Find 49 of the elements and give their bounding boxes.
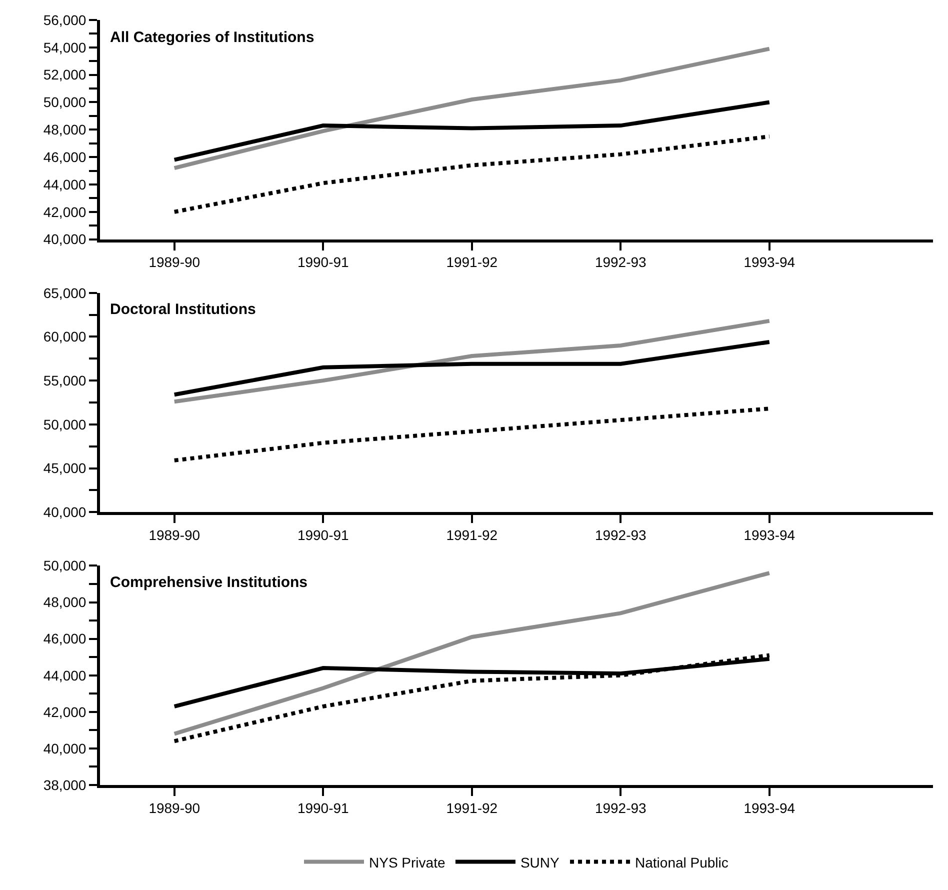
- x-tick-label: 1989-90: [148, 254, 200, 270]
- y-tick-label: 50,000: [43, 558, 86, 574]
- line-series: [172, 100, 772, 162]
- line-series: [172, 134, 772, 214]
- x-tick-label: 1992-93: [594, 526, 647, 543]
- y-tick-label: 50,000: [43, 94, 86, 110]
- x-tick-label: 1993-94: [744, 254, 796, 270]
- y-tick-label: 48,000: [43, 122, 86, 138]
- y-tick-label: 46,000: [43, 148, 86, 165]
- y-tick-label: 40,000: [43, 740, 86, 756]
- x-tick-label: 1993-94: [744, 526, 796, 543]
- y-tick-label: 40,000: [43, 231, 86, 248]
- y-tick-label: 52,000: [43, 66, 86, 83]
- y-tick-label: 65,000: [43, 284, 86, 301]
- y-tick-label: 56,000: [43, 12, 86, 28]
- x-tick-label: 1991-92: [446, 800, 498, 816]
- legend-label: SUNY: [520, 854, 560, 870]
- y-tick-label: 44,000: [43, 176, 86, 192]
- x-tick-label: 1990-91: [297, 800, 350, 816]
- x-tick-label: 1991-92: [446, 254, 498, 270]
- x-tick-label: 1993-94: [744, 800, 796, 816]
- y-tick-label: 38,000: [43, 776, 86, 793]
- text: All Categories of Institutions: [110, 29, 314, 46]
- y-tick-label: 55,000: [43, 372, 86, 388]
- y-tick-label: 54,000: [43, 39, 86, 56]
- line-series: [172, 653, 772, 744]
- line-series: [172, 318, 772, 404]
- x-tick-label: 1991-92: [446, 526, 498, 543]
- text: Comprehensive Institutions: [110, 574, 308, 591]
- legend-label: National Public: [635, 854, 728, 870]
- line-series: [172, 340, 772, 397]
- y-tick-label: 60,000: [43, 328, 86, 345]
- y-tick-label: 48,000: [43, 594, 86, 610]
- y-tick-label: 44,000: [43, 667, 86, 684]
- x-tick-label: 1989-90: [148, 526, 200, 543]
- x-tick-label: 1992-93: [594, 800, 647, 816]
- legend-label: NYS Private: [369, 854, 446, 870]
- text: Doctoral Institutions: [110, 301, 256, 318]
- x-tick-label: 1989-90: [148, 800, 200, 816]
- y-tick-label: 45,000: [43, 460, 86, 476]
- x-tick-label: 1990-91: [297, 254, 350, 270]
- x-tick-label: 1992-93: [594, 254, 647, 270]
- line-series: [172, 46, 772, 170]
- y-tick-label: 50,000: [43, 416, 86, 432]
- y-tick-label: 40,000: [43, 504, 86, 520]
- y-tick-label: 42,000: [43, 204, 86, 220]
- x-tick-label: 1990-91: [297, 526, 350, 543]
- y-tick-label: 42,000: [43, 704, 86, 720]
- y-tick-label: 46,000: [43, 630, 86, 647]
